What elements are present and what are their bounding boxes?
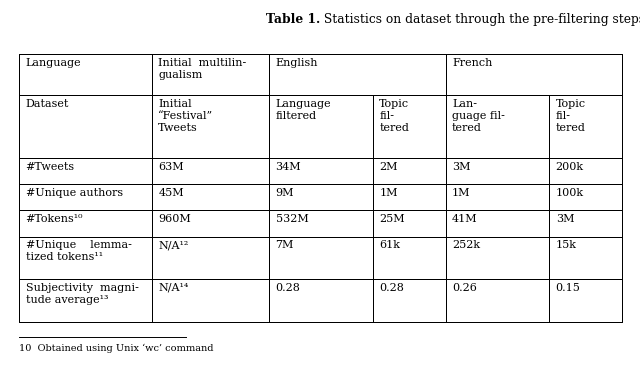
Bar bbox=[549, 158, 622, 184]
Bar bbox=[445, 211, 549, 237]
Bar bbox=[372, 237, 445, 279]
Bar bbox=[445, 279, 549, 322]
Text: 41M: 41M bbox=[452, 214, 477, 224]
Bar bbox=[152, 279, 269, 322]
Text: Topic
fil-
tered: Topic fil- tered bbox=[379, 99, 410, 133]
Text: 0.28: 0.28 bbox=[275, 283, 300, 293]
Text: Initial  multilin-
gualism: Initial multilin- gualism bbox=[158, 58, 246, 80]
Text: 2M: 2M bbox=[379, 162, 397, 172]
Text: Language
filtered: Language filtered bbox=[275, 99, 331, 121]
Text: 63M: 63M bbox=[158, 162, 184, 172]
Bar bbox=[269, 279, 372, 322]
Text: 100k: 100k bbox=[556, 188, 584, 198]
Text: 532M: 532M bbox=[275, 214, 308, 224]
Bar bbox=[549, 95, 622, 158]
Text: 45M: 45M bbox=[158, 188, 184, 198]
Bar bbox=[19, 279, 152, 322]
Bar bbox=[445, 54, 622, 95]
Text: 0.28: 0.28 bbox=[379, 283, 404, 293]
Text: Language: Language bbox=[26, 58, 81, 68]
Text: #Unique authors: #Unique authors bbox=[26, 188, 123, 198]
Bar bbox=[152, 184, 269, 211]
Text: 200k: 200k bbox=[556, 162, 584, 172]
Text: Initial
“Festival”
Tweets: Initial “Festival” Tweets bbox=[158, 99, 213, 133]
Text: 10  Obtained using Unix ‘wc’ command: 10 Obtained using Unix ‘wc’ command bbox=[19, 343, 214, 353]
Bar bbox=[549, 211, 622, 237]
Text: N/A¹²: N/A¹² bbox=[158, 240, 189, 250]
Bar bbox=[19, 184, 152, 211]
Bar bbox=[19, 211, 152, 237]
Bar bbox=[19, 54, 622, 322]
Bar bbox=[269, 184, 372, 211]
Text: 3M: 3M bbox=[556, 214, 574, 224]
Text: 34M: 34M bbox=[275, 162, 301, 172]
Bar bbox=[19, 158, 152, 184]
Text: N/A¹⁴: N/A¹⁴ bbox=[158, 283, 189, 293]
Text: #Tweets: #Tweets bbox=[26, 162, 75, 172]
Text: 25M: 25M bbox=[379, 214, 405, 224]
Text: Dataset: Dataset bbox=[26, 99, 69, 109]
Bar bbox=[445, 95, 549, 158]
Bar bbox=[372, 279, 445, 322]
Text: 9M: 9M bbox=[275, 188, 294, 198]
Text: 1M: 1M bbox=[452, 188, 470, 198]
Bar bbox=[19, 95, 152, 158]
Text: Table 1.: Table 1. bbox=[266, 13, 320, 26]
Text: Lan-
guage fil-
tered: Lan- guage fil- tered bbox=[452, 99, 505, 133]
Bar bbox=[372, 184, 445, 211]
Text: 15k: 15k bbox=[556, 240, 577, 250]
Bar bbox=[152, 211, 269, 237]
Bar bbox=[152, 237, 269, 279]
Bar bbox=[445, 158, 549, 184]
Bar bbox=[445, 237, 549, 279]
Text: French: French bbox=[452, 58, 492, 68]
Bar bbox=[269, 237, 372, 279]
Bar bbox=[372, 95, 445, 158]
Text: 3M: 3M bbox=[452, 162, 470, 172]
Text: 252k: 252k bbox=[452, 240, 480, 250]
Bar bbox=[269, 211, 372, 237]
Bar bbox=[372, 211, 445, 237]
Text: Topic
fil-
tered: Topic fil- tered bbox=[556, 99, 586, 133]
Bar bbox=[549, 279, 622, 322]
Text: 1M: 1M bbox=[379, 188, 397, 198]
Text: Statistics on dataset through the pre-filtering steps: Statistics on dataset through the pre-fi… bbox=[320, 13, 640, 26]
Bar bbox=[445, 184, 549, 211]
Bar bbox=[19, 54, 152, 95]
Text: Subjectivity  magni-
tude average¹³: Subjectivity magni- tude average¹³ bbox=[26, 283, 138, 305]
Bar bbox=[269, 54, 445, 95]
Bar bbox=[269, 95, 372, 158]
Bar bbox=[549, 237, 622, 279]
Text: 7M: 7M bbox=[275, 240, 294, 250]
Bar bbox=[19, 237, 152, 279]
Bar bbox=[269, 158, 372, 184]
Bar bbox=[152, 95, 269, 158]
Bar bbox=[549, 184, 622, 211]
Text: #Unique    lemma-
tized tokens¹¹: #Unique lemma- tized tokens¹¹ bbox=[26, 240, 131, 262]
Bar bbox=[372, 158, 445, 184]
Text: 0.15: 0.15 bbox=[556, 283, 580, 293]
Text: 0.26: 0.26 bbox=[452, 283, 477, 293]
Text: 960M: 960M bbox=[158, 214, 191, 224]
Bar bbox=[152, 54, 269, 95]
Text: English: English bbox=[275, 58, 318, 68]
Bar bbox=[152, 158, 269, 184]
Text: 61k: 61k bbox=[379, 240, 400, 250]
Text: #Tokens¹⁰: #Tokens¹⁰ bbox=[26, 214, 83, 224]
